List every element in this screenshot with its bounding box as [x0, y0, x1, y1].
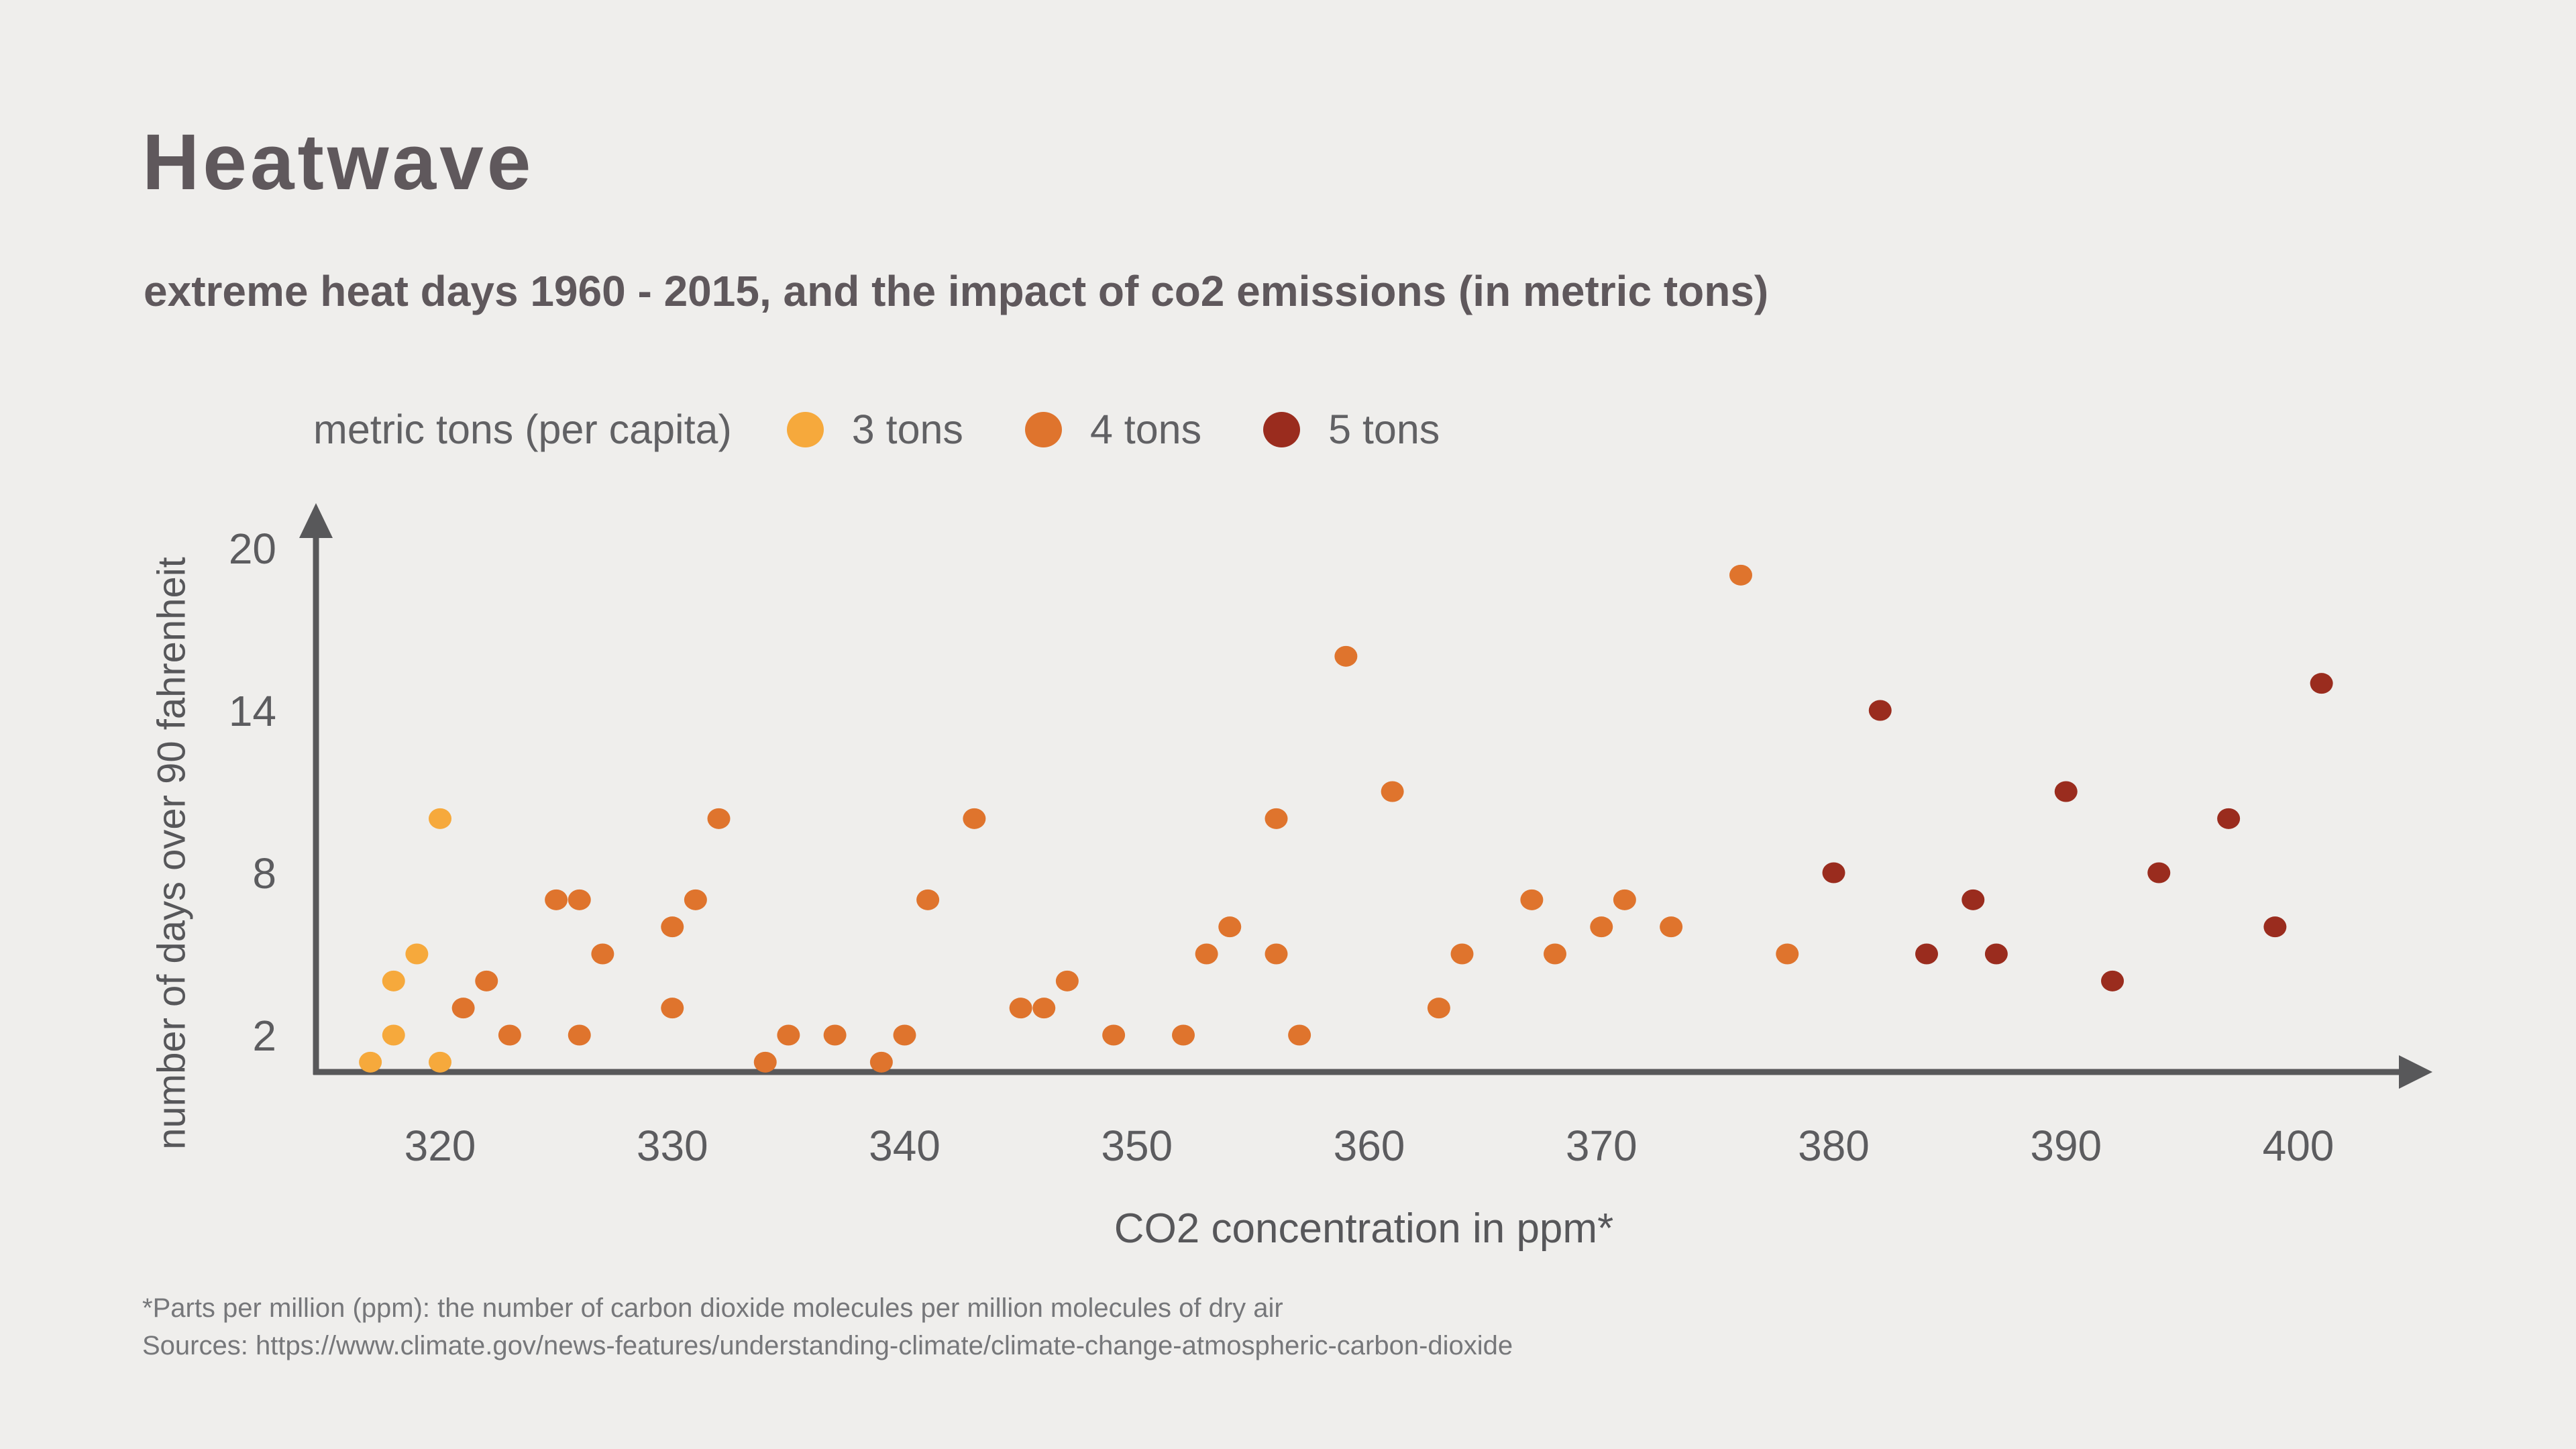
y-tick-label: 8 — [252, 849, 276, 898]
data-point-4-tons — [1450, 943, 1474, 965]
data-point-4-tons — [1590, 916, 1613, 938]
y-tick-label: 2 — [252, 1012, 276, 1060]
data-point-5-tons — [1915, 943, 1938, 965]
data-point-4-tons — [1729, 564, 1752, 586]
data-point-4-tons — [1334, 645, 1358, 667]
data-point-4-tons — [1381, 781, 1404, 802]
footnotes: *Parts per million (ppm): the number of … — [142, 1289, 1513, 1364]
data-point-4-tons — [475, 970, 498, 991]
data-point-4-tons — [777, 1024, 800, 1046]
data-point-3-tons — [359, 1051, 382, 1073]
x-tick-label: 340 — [869, 1122, 941, 1170]
data-point-5-tons — [2263, 916, 2287, 938]
x-tick-label: 320 — [405, 1122, 476, 1170]
x-tick-label: 390 — [2030, 1122, 2102, 1170]
legend-dot-5-tons-icon — [1263, 411, 1301, 447]
data-point-4-tons — [451, 998, 475, 1019]
data-point-5-tons — [1984, 943, 2008, 965]
data-point-4-tons — [823, 1024, 847, 1046]
data-point-4-tons — [568, 889, 591, 910]
data-point-4-tons — [661, 998, 684, 1019]
legend-item-4-tons: 4 tons — [1024, 406, 1202, 453]
data-point-4-tons — [963, 808, 986, 829]
data-point-3-tons — [429, 1051, 451, 1073]
x-axis-arrow-icon — [2399, 1055, 2432, 1089]
legend: metric tons (per capita) 3 tons 4 tons 5… — [313, 388, 1501, 471]
data-point-5-tons — [2147, 862, 2171, 883]
legend-dot-3-tons-icon — [786, 411, 824, 447]
data-point-3-tons — [429, 808, 451, 829]
page-subtitle: extreme heat days 1960 - 2015, and the i… — [144, 267, 1769, 315]
y-axis — [299, 503, 333, 1075]
x-tick-label: 400 — [2263, 1122, 2334, 1170]
data-point-4-tons — [893, 1024, 916, 1046]
data-point-5-tons — [2101, 970, 2124, 991]
y-tick-label: 14 — [229, 687, 276, 735]
footnote-sources: Sources: https://www.climate.gov/news-fe… — [142, 1331, 1513, 1360]
data-point-5-tons — [2054, 781, 2078, 802]
data-point-4-tons — [1288, 1024, 1311, 1046]
legend-title: metric tons (per capita) — [313, 407, 732, 452]
data-point-4-tons — [568, 1024, 591, 1046]
data-point-4-tons — [916, 889, 940, 910]
x-tick-label: 360 — [1334, 1122, 1405, 1170]
data-point-4-tons — [684, 889, 707, 910]
data-point-3-tons — [382, 1024, 405, 1046]
data-point-3-tons — [405, 943, 429, 965]
data-point-4-tons — [498, 1024, 521, 1046]
x-tick-label: 330 — [637, 1122, 708, 1170]
data-point-4-tons — [545, 889, 568, 910]
data-point-5-tons — [1822, 862, 1845, 883]
y-tick-label: 20 — [229, 525, 276, 573]
page-title: Heatwave — [142, 118, 535, 207]
data-point-5-tons — [2310, 673, 2333, 694]
data-point-4-tons — [1776, 943, 1799, 965]
data-point-4-tons — [1265, 943, 1288, 965]
x-tick-label: 370 — [1566, 1122, 1638, 1170]
data-point-3-tons — [382, 970, 405, 991]
data-point-4-tons — [707, 808, 731, 829]
data-point-4-tons — [1265, 808, 1288, 829]
legend-label-3-tons: 3 tons — [851, 407, 963, 452]
data-point-4-tons — [661, 916, 684, 938]
legend-dot-4-tons-icon — [1024, 411, 1062, 447]
data-point-4-tons — [1520, 889, 1544, 910]
y-axis-arrow-icon — [299, 503, 333, 538]
data-point-4-tons — [1032, 998, 1056, 1019]
data-point-4-tons — [1660, 916, 1683, 938]
data-point-4-tons — [591, 943, 614, 965]
legend-item-5-tons: 5 tons — [1263, 406, 1440, 453]
x-tick-label: 350 — [1101, 1122, 1173, 1170]
data-point-5-tons — [2217, 808, 2241, 829]
data-point-4-tons — [1009, 998, 1032, 1019]
legend-item-3-tons: 3 tons — [786, 406, 963, 453]
data-point-4-tons — [1172, 1024, 1195, 1046]
data-point-4-tons — [869, 1051, 893, 1073]
data-point-5-tons — [1868, 700, 1892, 721]
x-axis — [313, 1055, 2432, 1089]
data-point-5-tons — [1962, 889, 1985, 910]
data-point-4-tons — [1102, 1024, 1126, 1046]
data-point-4-tons — [1195, 943, 1218, 965]
data-point-4-tons — [753, 1051, 777, 1073]
tick-labels: 320 330 340 350 360 370 380 390 400 2 8 14 20 — [229, 525, 2334, 1170]
footnote-ppm-definition: *Parts per million (ppm): the number of … — [142, 1293, 1283, 1323]
data-point-4-tons — [1427, 998, 1450, 1019]
data-point-4-tons — [1218, 916, 1242, 938]
data-point-4-tons — [1544, 943, 1566, 965]
x-tick-label: 380 — [1798, 1122, 1870, 1170]
legend-label-5-tons: 5 tons — [1328, 407, 1440, 452]
data-point-4-tons — [1613, 889, 1636, 910]
legend-label-4-tons: 4 tons — [1089, 407, 1202, 452]
x-axis-title: CO2 concentration in ppm* — [1114, 1205, 1614, 1252]
data-points — [359, 564, 2333, 1073]
data-point-4-tons — [1055, 970, 1079, 991]
